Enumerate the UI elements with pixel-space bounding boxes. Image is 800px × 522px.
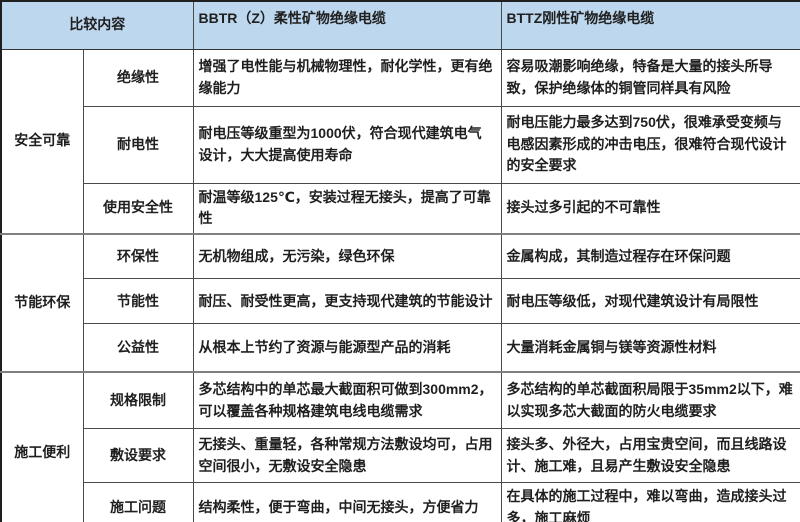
table-row: 公益性 从根本上节约了资源与能源型产品的消耗 大量消耗金属铜与镁等资源性材料 (1, 323, 800, 373)
group-label-construction: 施工便利 (0, 370, 84, 522)
item-label: 环保性 (82, 232, 194, 280)
bttz-description: 接头多、外径大，占用宝贵空间，而且线路设计、施工难，且易产生敷设安全隐患 (500, 428, 800, 484)
bttz-description: 接头过多引起的不可靠性 (500, 182, 800, 235)
table-row: 敷设要求 无接头、重量轻，各种常规方法敷设均可，占用空间很小，无敷设安全隐患 接… (1, 428, 800, 484)
bbtr-description: 增强了电性能与机械物理性，耐化学性，更有绝缘能力 (192, 48, 502, 107)
header-column-bbtr: BBTR（Z）柔性矿物绝缘电缆 (192, 0, 502, 50)
header-compare-content: 比较内容 (0, 0, 194, 50)
item-label: 规格限制 (82, 370, 194, 430)
item-label: 节能性 (82, 278, 194, 325)
item-label: 使用安全性 (82, 182, 194, 235)
bttz-description: 在具体的施工过程中，难以弯曲，造成接头过多，施工麻烦 (500, 482, 800, 522)
table-row: 节能环保 环保性 无机物组成，无污染，绿色环保 金属构成，其制造过程存在环保问题 (0, 232, 800, 373)
bbtr-description: 无机物组成，无污染，绿色环保 (192, 232, 502, 280)
table-row: 安全可靠 绝缘性 增强了电性能与机械物理性，耐化学性，更有绝缘能力 容易吸潮影响… (0, 48, 800, 235)
bttz-description: 容易吸潮影响绝缘，特备是大量的接头所导致，保护绝缘体的铜管同样具有风险 (500, 48, 800, 107)
bttz-description: 多芯结构的单芯截面积局限于35mm2以下，难以实现多芯大截面的防火电缆要求 (500, 370, 800, 430)
bttz-description: 金属构成，其制造过程存在环保问题 (500, 232, 800, 280)
table-row: 耐电性 耐电压等级重型为1000伏，符合现代建筑电气设计，大大提高使用寿命 耐电… (1, 105, 800, 184)
bttz-description: 耐电压能力最多达到750伏，很难承受变频与电感因素形成的冲击电压，很难符合现代设… (500, 105, 800, 184)
group-label-safety: 安全可靠 (0, 48, 84, 235)
item-label: 耐电性 (82, 105, 194, 184)
item-label: 公益性 (82, 323, 194, 373)
header-column-bttz: BTTZ刚性矿物绝缘电缆 (500, 0, 800, 50)
bbtr-description: 结构柔性，便于弯曲，中间无接头，方便省力 (192, 482, 502, 522)
bbtr-description: 耐电压等级重型为1000伏，符合现代建筑电气设计，大大提高使用寿命 (192, 105, 502, 184)
bbtr-description: 耐压、耐受性更高，更支持现代建筑的节能设计 (192, 278, 502, 325)
table-row: 施工便利 规格限制 多芯结构中的单芯最大截面积可做到300mm2，可以覆盖各种规… (0, 370, 800, 522)
bttz-description: 大量消耗金属铜与镁等资源性材料 (500, 323, 800, 373)
bbtr-description: 无接头、重量轻，各种常规方法敷设均可，占用空间很小，无敷设安全隐患 (192, 428, 502, 484)
bttz-description: 耐电压等级低，对现代建筑设计有局限性 (500, 278, 800, 325)
table-row: 使用安全性 耐温等级125℃，安装过程无接头，提高了可靠性 接头过多引起的不可靠… (1, 182, 800, 235)
item-label: 施工问题 (82, 482, 194, 522)
item-label: 绝缘性 (82, 48, 194, 107)
group-label-eco: 节能环保 (0, 232, 84, 373)
table-row: 节能性 耐压、耐受性更高，更支持现代建筑的节能设计 耐电压等级低，对现代建筑设计… (1, 278, 800, 325)
bbtr-description: 多芯结构中的单芯最大截面积可做到300mm2，可以覆盖各种规格建筑电线电缆需求 (192, 370, 502, 430)
bbtr-description: 耐温等级125℃，安装过程无接头，提高了可靠性 (192, 182, 502, 235)
table-row: 施工问题 结构柔性，便于弯曲，中间无接头，方便省力 在具体的施工过程中，难以弯曲… (1, 482, 800, 522)
table-header-row: 比较内容 BBTR（Z）柔性矿物绝缘电缆 BTTZ刚性矿物绝缘电缆 (0, 0, 800, 50)
bbtr-description: 从根本上节约了资源与能源型产品的消耗 (192, 323, 502, 373)
item-label: 敷设要求 (82, 428, 194, 484)
